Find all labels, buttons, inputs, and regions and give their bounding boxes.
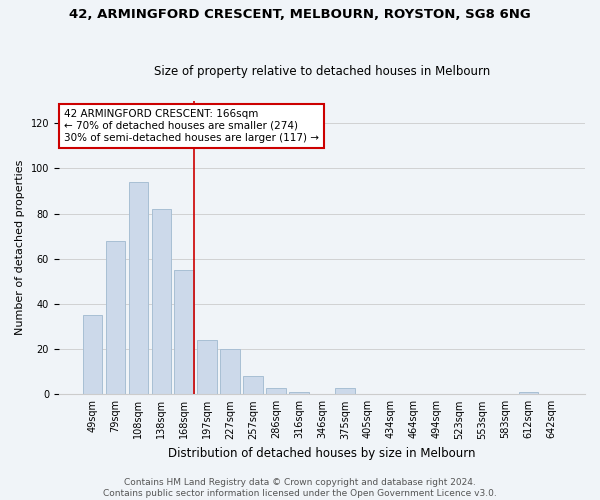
Bar [106, 240, 125, 394]
Bar [244, 376, 263, 394]
Bar [175, 270, 194, 394]
Text: 42 ARMINGFORD CRESCENT: 166sqm
← 70% of detached houses are smaller (274)
30% of: 42 ARMINGFORD CRESCENT: 166sqm ← 70% of … [64, 110, 319, 142]
Bar [152, 209, 171, 394]
Title: Size of property relative to detached houses in Melbourn: Size of property relative to detached ho… [154, 66, 490, 78]
Text: 42, ARMINGFORD CRESCENT, MELBOURN, ROYSTON, SG8 6NG: 42, ARMINGFORD CRESCENT, MELBOURN, ROYST… [69, 8, 531, 20]
Text: Contains HM Land Registry data © Crown copyright and database right 2024.
Contai: Contains HM Land Registry data © Crown c… [103, 478, 497, 498]
Bar [266, 388, 286, 394]
Bar [335, 388, 355, 394]
Bar [289, 392, 308, 394]
Bar [83, 315, 102, 394]
Bar [220, 349, 240, 395]
Bar [197, 340, 217, 394]
X-axis label: Distribution of detached houses by size in Melbourn: Distribution of detached houses by size … [168, 447, 476, 460]
Y-axis label: Number of detached properties: Number of detached properties [15, 160, 25, 335]
Bar [128, 182, 148, 394]
Bar [518, 392, 538, 394]
